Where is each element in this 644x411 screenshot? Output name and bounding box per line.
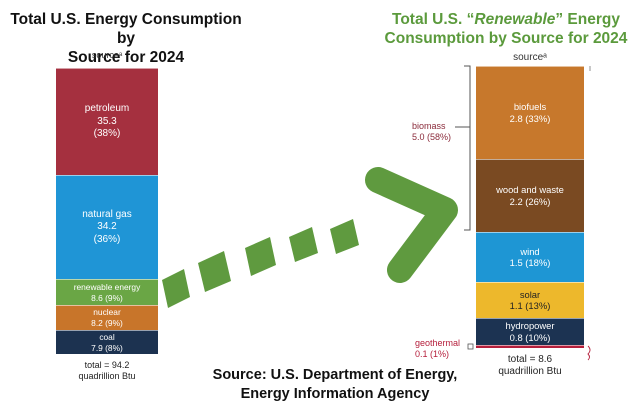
segment-nuclear-name: nuclear [93, 307, 121, 318]
segment-hydropower: hydropower 0.8 (10%) [476, 318, 584, 345]
right-axis-label: sourceᵃ [513, 52, 547, 63]
segment-coal: coal 7.9 (8%) [56, 330, 158, 354]
segment-solar-value: 1.1 (13%) [509, 300, 551, 312]
biomass-bracket [455, 65, 471, 231]
segment-biofuels-value: 2.8 (33%) [509, 112, 551, 124]
segment-natural-gas: natural gas 34.2 (36%) [56, 175, 158, 280]
segment-natural-gas-name: natural gas [82, 208, 132, 220]
right-title-pre: Total U.S. “ [392, 11, 475, 28]
right-title-line1: Total U.S. “Renewable” Energy [370, 10, 642, 29]
segment-wind-value: 1.5 (18%) [509, 257, 551, 269]
biomass-value: 5.0 (58%) [412, 132, 452, 142]
arrow-dash-3 [245, 237, 276, 276]
segment-wood-and-waste: wood and waste 2.2 (26%) [476, 158, 584, 232]
left-total: total = 94.2 quadrillion Btu [56, 360, 158, 382]
biomass-name: biomass [412, 121, 446, 131]
segment-coal-value: 7.9 (8%) [91, 342, 123, 353]
left-total-unit: quadrillion Btu [78, 371, 136, 381]
left-stacked-bar: petroleum 35.3 (38%) natural gas 34.2 (3… [56, 68, 158, 354]
left-axis-label: sourceᵃ [91, 50, 123, 60]
segment-solar: solar 1.1 (13%) [476, 281, 584, 319]
source-note: Source: U.S. Department of Energy, Energ… [170, 366, 500, 404]
arrow-dash-5 [330, 219, 359, 254]
segment-wind-name: wind [520, 245, 540, 257]
segment-coal-name: coal [99, 331, 115, 342]
left-chart-title: Total U.S. Energy Consumption by Source … [0, 10, 252, 67]
source-line1: Source: U.S. Department of Energy, [212, 367, 458, 383]
segment-natural-gas-value: 34.2 [97, 221, 117, 233]
left-total-value: total = 94.2 [84, 360, 130, 370]
segment-natural-gas-pct: (36%) [93, 233, 121, 245]
arrow-head [365, 167, 458, 283]
segment-biofuels-name: biofuels [513, 101, 547, 113]
geothermal-leader [467, 343, 474, 350]
geothermal-value: 0.1 (1%) [415, 349, 450, 359]
segment-petroleum-value: 35.3 [97, 115, 117, 127]
segment-petroleum-pct: (38%) [93, 128, 121, 140]
segment-geothermal [476, 344, 584, 348]
segment-solar-name: solar [519, 288, 541, 300]
source-line2: Energy Information Agency [240, 386, 430, 402]
segment-hydro-name: hydropower [505, 320, 555, 332]
right-stacked-bar: biofuels 2.8 (33%) wood and waste 2.2 (2… [476, 66, 584, 348]
right-title-emphasis: Renewable [474, 11, 556, 28]
segment-nuclear-value: 8.2 (9%) [91, 318, 123, 329]
segment-renewable-name: renewable energy [73, 281, 141, 292]
right-total-value: total = 8.6 [507, 354, 553, 365]
biomass-annotation: biomass 5.0 (58%) [412, 121, 451, 143]
right-title-line2: Consumption by Source for 2024 [384, 30, 628, 47]
segment-nuclear: nuclear 8.2 (9%) [56, 305, 158, 331]
right-chart-title: Total U.S. “Renewable” Energy Consumptio… [370, 10, 642, 48]
segment-hydro-value: 0.8 (10%) [509, 331, 551, 343]
right-total: total = 8.6 quadrillion Btu [476, 354, 584, 378]
geothermal-name: geothermal [415, 338, 461, 348]
segment-wind: wind 1.5 (18%) [476, 231, 584, 282]
right-title-post: ” Energy [555, 11, 620, 28]
left-title-line1: Total U.S. Energy Consumption by [10, 11, 242, 47]
arrow-dash-2 [198, 251, 231, 292]
geothermal-annotation: geothermal 0.1 (1%) [415, 338, 460, 360]
segment-petroleum: petroleum 35.3 (38%) [56, 68, 158, 176]
segment-renewable-energy: renewable energy 8.6 (9%) [56, 279, 158, 306]
left-title-line2: Source for 2024 [67, 49, 185, 66]
arrow-dash-4 [289, 227, 318, 262]
segment-wood-value: 2.2 (26%) [509, 195, 551, 207]
arrow-dash-1 [162, 269, 190, 308]
segment-renewable-value: 8.6 (9%) [91, 292, 123, 303]
segment-wood-name: wood and waste [496, 184, 564, 196]
right-total-unit: quadrillion Btu [498, 366, 562, 377]
segment-biofuels: biofuels 2.8 (33%) [476, 66, 584, 159]
geothermal-right-marks [587, 345, 591, 361]
segment-petroleum-name: petroleum [84, 103, 130, 115]
